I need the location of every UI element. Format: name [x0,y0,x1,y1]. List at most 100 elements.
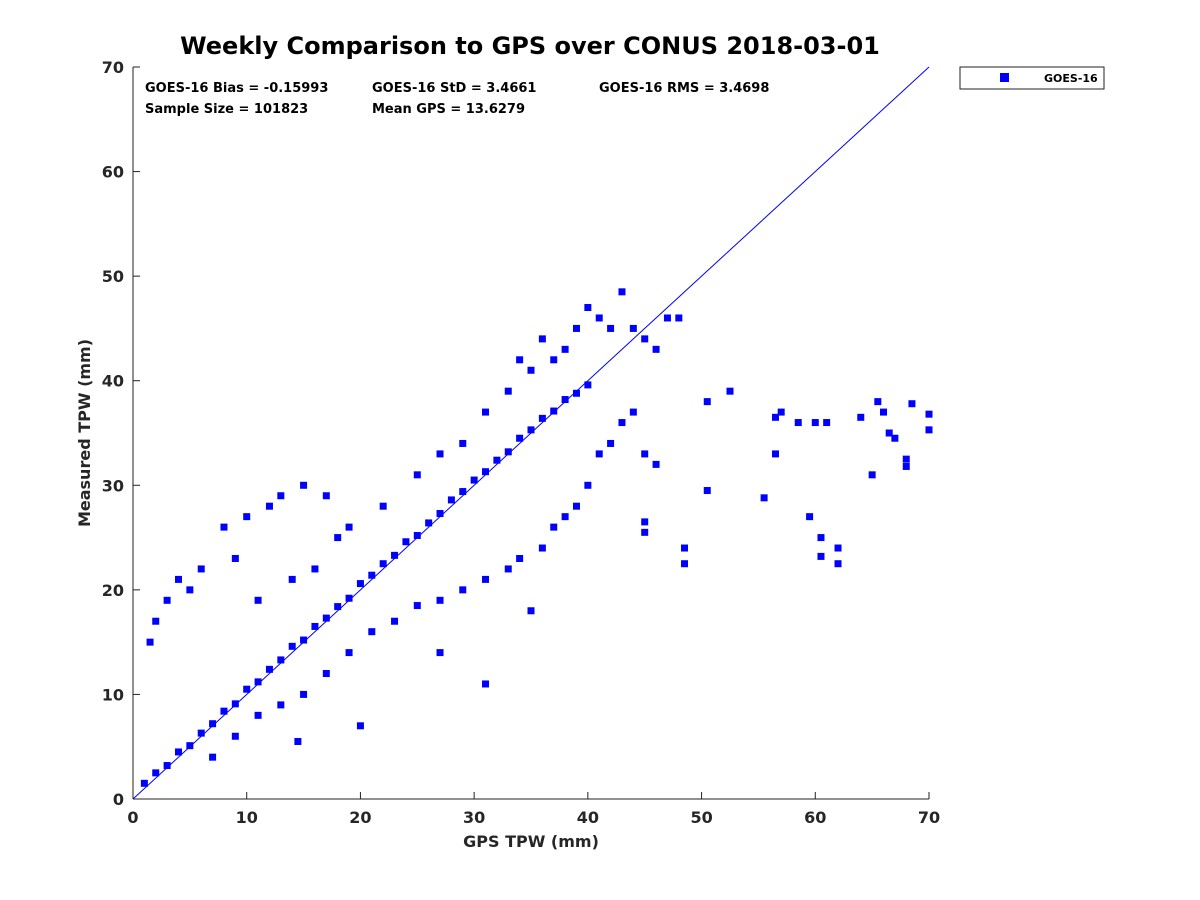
data-point [629,324,637,332]
data-point [675,314,683,322]
data-point [584,481,592,489]
data-point [277,492,285,500]
data-point [174,748,182,756]
data-point [436,450,444,458]
data-point [925,426,933,434]
data-point [629,408,637,416]
data-point [641,335,649,343]
bias-annotation: GOES-16 Bias = -0.15993 [145,81,328,96]
y-tick-label: 10 [102,685,124,704]
data-points [140,288,933,787]
data-point [516,434,524,442]
data-point [413,471,421,479]
data-point [436,649,444,657]
legend-marker [1000,73,1009,82]
data-point [504,448,512,456]
data-point [220,523,228,531]
x-tick-label: 50 [690,808,712,827]
data-point [641,450,649,458]
data-point [231,554,239,562]
data-point [652,345,660,353]
data-point [163,762,171,770]
data-point [891,434,899,442]
data-point [703,398,711,406]
data-point [379,502,387,510]
data-point [584,304,592,312]
rms-annotation: GOES-16 RMS = 3.4698 [599,81,769,96]
data-point [618,419,626,427]
x-axis-ticks: 0 10 20 30 40 50 60 70 [127,792,940,827]
data-point [459,586,467,594]
data-point [311,622,319,630]
data-point [726,387,734,395]
data-point [368,628,376,636]
data-point [550,523,558,531]
x-axis-label: GPS TPW (mm) [463,832,599,851]
x-tick-label: 20 [349,808,371,827]
legend-label: GOES-16 [1044,72,1098,85]
data-point [231,732,239,740]
data-point [482,408,490,416]
data-point [220,707,228,715]
data-point [425,519,433,527]
data-point [516,356,524,364]
data-point [806,513,814,521]
y-tick-label: 30 [102,476,124,495]
legend-box [959,66,1105,90]
x-tick-label: 10 [236,808,258,827]
data-point [146,638,154,646]
data-point [254,678,262,686]
data-point [243,685,251,693]
data-point [868,471,876,479]
data-point [760,494,768,502]
data-point [413,602,421,610]
data-point [470,476,478,484]
data-point [595,450,603,458]
data-point [447,496,455,504]
data-point [493,456,501,464]
data-point [277,656,285,664]
data-point [231,700,239,708]
x-tick-label: 30 [463,808,485,827]
data-point [311,565,319,573]
data-point [572,502,580,510]
chart-title: Weekly Comparison to GPS over CONUS 2018… [180,32,880,60]
data-point [174,575,182,583]
data-point [197,729,205,737]
data-point [391,617,399,625]
data-point [345,649,353,657]
data-point [163,596,171,604]
legend: GOES-16 [959,66,1105,90]
data-point [681,560,689,568]
data-point [527,607,535,615]
data-point [356,722,364,730]
data-point [356,580,364,588]
data-point [550,407,558,415]
data-point [834,560,842,568]
data-point [254,596,262,604]
data-point [561,345,569,353]
sample-size-annotation: Sample Size = 101823 [145,102,308,117]
y-tick-label: 70 [102,58,124,77]
data-point [186,586,194,594]
data-point [265,502,273,510]
data-point [777,408,785,416]
y-tick-label: 60 [102,163,124,182]
data-point [538,544,546,552]
data-point [880,408,888,416]
y-tick-label: 50 [102,267,124,286]
data-point [607,324,615,332]
data-point [771,450,779,458]
data-point [300,636,308,644]
data-point [641,528,649,536]
data-point [209,753,217,761]
data-point [265,665,273,673]
y-tick-label: 40 [102,372,124,391]
data-point [561,513,569,521]
data-point [908,400,916,408]
data-point [902,455,910,463]
y-tick-label: 0 [113,790,124,809]
data-point [482,575,490,583]
data-point [516,554,524,562]
